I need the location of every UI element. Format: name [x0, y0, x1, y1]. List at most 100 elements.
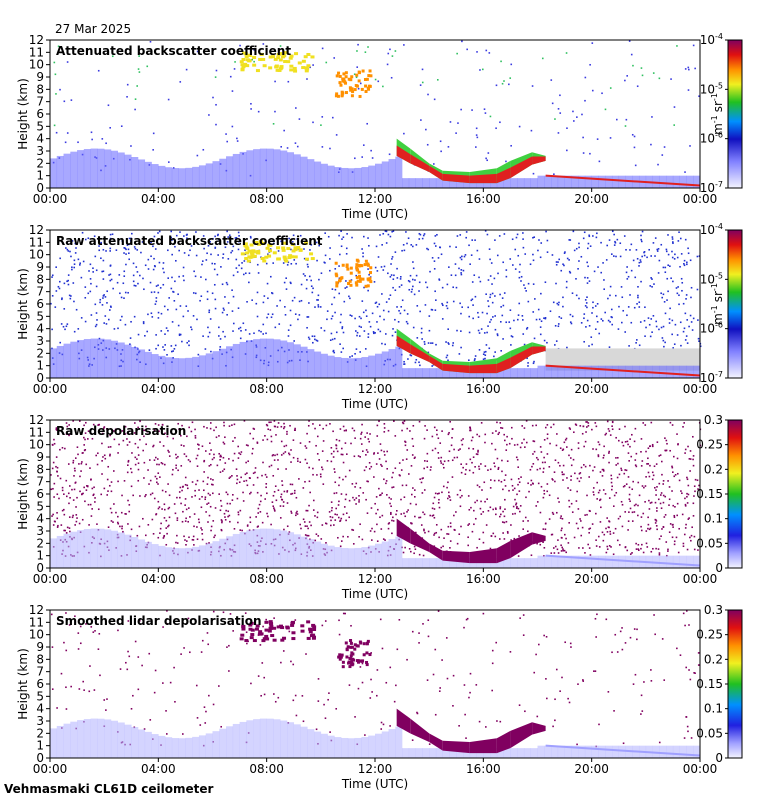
noise-speckle: [353, 499, 356, 501]
boundary-layer-band: [110, 340, 118, 378]
noise-speckle: [148, 652, 151, 655]
noise-speckle: [688, 458, 691, 460]
noise-speckle: [315, 444, 317, 447]
noise-speckle: [465, 463, 468, 465]
cirrus-patch: [342, 77, 346, 81]
noise-speckle: [477, 329, 480, 332]
noise-speckle: [452, 342, 455, 344]
noise-speckle: [271, 292, 274, 295]
noise-speckle: [117, 522, 120, 525]
cirrus-patch: [366, 284, 370, 288]
noise-speckle: [618, 305, 620, 308]
noise-speckle: [360, 326, 362, 328]
boundary-layer-band: [503, 748, 511, 758]
noise-speckle: [112, 430, 115, 432]
noise-speckle: [243, 260, 246, 262]
noise-speckle: [239, 44, 241, 47]
noise-speckle: [326, 318, 328, 321]
noise-speckle: [572, 110, 574, 113]
noise-speckle: [586, 261, 588, 264]
noise-speckle: [676, 502, 679, 505]
noise-speckle: [231, 499, 234, 501]
cirrus-patch: [365, 641, 369, 645]
noise-speckle: [197, 518, 200, 521]
noise-speckle: [663, 679, 666, 681]
boundary-layer-band: [544, 365, 552, 378]
noise-speckle: [550, 426, 552, 429]
noise-speckle: [601, 531, 604, 534]
noise-speckle: [176, 542, 179, 544]
noise-speckle: [582, 679, 584, 681]
noise-speckle: [170, 230, 173, 233]
cirrus-patch: [341, 263, 345, 267]
noise-speckle: [85, 485, 88, 487]
noise-speckle: [611, 488, 613, 491]
noise-speckle: [517, 555, 520, 557]
noise-speckle: [682, 330, 685, 333]
noise-speckle: [465, 236, 467, 239]
boundary-layer-band: [151, 164, 159, 188]
noise-speckle: [119, 319, 122, 321]
noise-speckle: [172, 291, 175, 293]
noise-speckle: [474, 355, 477, 357]
boundary-layer-band: [90, 148, 98, 188]
noise-speckle: [316, 453, 319, 455]
x-axis-label: Time (UTC): [341, 777, 408, 791]
noise-speckle: [441, 659, 443, 661]
noise-speckle: [307, 424, 310, 427]
noise-speckle: [478, 538, 481, 540]
noise-speckle: [91, 508, 93, 510]
noise-speckle: [577, 508, 580, 510]
x-tick-label: 16:00: [466, 762, 501, 776]
y-tick-label: 6: [36, 487, 44, 501]
boundary-layer-band: [192, 736, 200, 758]
noise-speckle: [293, 429, 296, 431]
noise-speckle: [467, 306, 469, 309]
noise-speckle: [418, 516, 420, 519]
noise-speckle: [125, 253, 127, 255]
noise-speckle: [193, 525, 195, 528]
noise-speckle: [252, 484, 255, 486]
noise-speckle: [640, 450, 642, 453]
boundary-layer-band: [253, 529, 261, 568]
noise-speckle: [87, 292, 90, 295]
cirrus-patch: [241, 625, 246, 629]
noise-speckle: [438, 498, 440, 501]
noise-speckle: [388, 298, 390, 300]
noise-speckle: [342, 513, 345, 516]
cirrus-patch: [337, 71, 341, 75]
noise-speckle: [649, 285, 652, 287]
noise-speckle: [50, 474, 52, 476]
noise-speckle: [536, 468, 539, 471]
noise-speckle: [468, 244, 470, 247]
noise-speckle: [172, 167, 175, 169]
noise-speckle: [223, 443, 226, 445]
noise-speckle: [628, 493, 631, 496]
noise-speckle: [186, 484, 189, 487]
noise-speckle: [275, 434, 277, 436]
noise-speckle: [575, 424, 578, 426]
boundary-layer-band: [117, 722, 125, 758]
noise-speckle: [128, 510, 131, 513]
y-tick-label: 12: [29, 603, 44, 617]
noise-speckle: [643, 254, 646, 257]
noise-speckle: [65, 649, 68, 652]
noise-speckle: [280, 440, 283, 443]
noise-speckle: [611, 428, 614, 431]
noise-speckle: [183, 535, 185, 538]
noise-speckle: [203, 471, 205, 473]
boundary-layer-band: [212, 161, 220, 188]
noise-speckle: [391, 334, 394, 337]
cirrus-patch: [350, 645, 354, 649]
boundary-layer-band: [144, 731, 152, 758]
noise-speckle: [60, 323, 63, 325]
noise-speckle: [384, 333, 387, 335]
noise-speckle: [97, 69, 100, 72]
noise-speckle: [544, 461, 546, 464]
noise-speckle: [646, 546, 649, 548]
noise-speckle: [385, 242, 388, 244]
noise-speckle: [648, 475, 651, 478]
noise-speckle: [162, 682, 164, 684]
noise-speckle: [692, 455, 695, 457]
noise-speckle: [409, 274, 412, 277]
